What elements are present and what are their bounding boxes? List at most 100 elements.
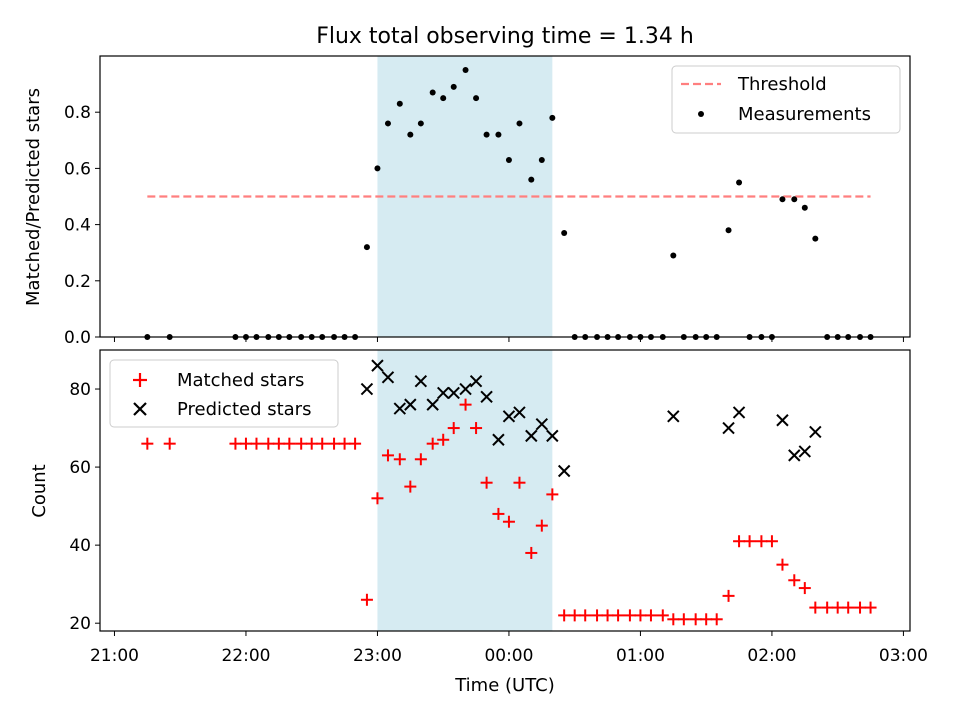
measurement-point: [505, 156, 512, 163]
matched-star-marker: [579, 609, 592, 622]
x-tick-label: 01:00: [616, 646, 665, 666]
matched-star-marker: [414, 453, 427, 466]
predicted-star-marker: [371, 359, 384, 372]
matched-star-marker: [381, 449, 394, 462]
top-y-tick-label: 0.4: [64, 216, 91, 236]
predicted-star-marker: [722, 421, 735, 435]
top-legend-box: [671, 65, 901, 134]
predicted-star-marker: [459, 382, 472, 396]
measurement-point: [725, 227, 732, 234]
predicted-star-marker: [502, 410, 516, 423]
matched-star-marker: [809, 601, 822, 614]
matched-star-marker: [470, 422, 483, 435]
matched-star-marker: [371, 492, 384, 505]
x-tick-label: 03:00: [879, 646, 928, 666]
matched-star-marker: [656, 609, 669, 622]
matched-star-marker: [426, 437, 439, 450]
matched-star-marker: [262, 437, 275, 450]
predicted-star-marker: [667, 410, 680, 423]
matched-star-marker: [229, 437, 242, 450]
predicted-star-marker: [546, 429, 559, 443]
matched-star-marker: [743, 535, 756, 548]
matched-star-marker: [513, 476, 526, 489]
top-y-ticks: 0.0 0.2 0.4 0.6 0.8: [64, 103, 100, 348]
measurement-point: [736, 179, 743, 186]
matched-star-marker: [700, 613, 713, 626]
legend-matched-swatch: [133, 373, 147, 387]
matched-star-marker: [831, 601, 844, 614]
bottom-legend: Matched stars Predicted stars: [109, 359, 339, 428]
measurement-point: [779, 196, 786, 203]
matched-star-marker: [338, 437, 351, 450]
x-tick-label: 22:00: [221, 646, 270, 666]
matched-star-marker: [546, 488, 559, 501]
x-tick-label: 21:00: [90, 646, 139, 666]
bottom-shaded-interval-layer: [377, 350, 553, 631]
chart-title: Flux total observing time = 1.34 h: [316, 24, 694, 49]
matched-star-marker: [141, 437, 154, 450]
bottom-y-tick-label: 60: [69, 458, 91, 478]
matched-star-marker: [492, 507, 505, 520]
matched-star-marker: [250, 437, 263, 450]
matched-star-marker: [568, 609, 581, 622]
measurement-point: [384, 120, 391, 127]
matched-star-marker: [272, 437, 285, 450]
legend-measurements-label: Measurements: [738, 104, 871, 125]
matched-star-marker: [689, 613, 702, 626]
predicted-star-marker: [776, 414, 789, 427]
measurement-point: [791, 196, 798, 203]
predicted-star-marker: [426, 398, 439, 411]
matched-star-marker: [798, 582, 811, 595]
matched-star-marker: [163, 437, 176, 450]
legend-threshold-label: Threshold: [737, 74, 827, 95]
measurement-point: [407, 131, 414, 138]
matched-star-marker: [558, 609, 571, 622]
measurement-point: [473, 95, 480, 102]
matched-star-marker: [710, 613, 723, 626]
matched-star-marker: [634, 609, 647, 622]
bottom-y-tick-label: 20: [69, 614, 91, 634]
predicted-star-marker: [469, 375, 483, 388]
top-y-tick-label: 0.0: [64, 328, 91, 348]
measurement-point: [549, 114, 556, 121]
bottom-legend-box: [109, 359, 339, 428]
predicted-star-marker: [381, 371, 395, 384]
measurement-point: [670, 252, 677, 259]
predicted-star-marker: [414, 375, 428, 388]
top-plot-frame: [99, 55, 911, 338]
bottom-y-axis-label: Count: [29, 464, 50, 517]
measurement-point: [812, 235, 819, 242]
predicted-stars-layer: [360, 359, 822, 478]
matched-star-marker: [360, 593, 373, 606]
predicted-star-marker: [535, 417, 549, 431]
matched-star-marker: [502, 515, 515, 528]
measurement-point: [538, 156, 545, 163]
matched-star-marker: [349, 437, 362, 450]
top-y-axis-label: Matched/Predicted stars: [23, 88, 44, 306]
measurement-point: [495, 131, 502, 138]
bottom-panel: 20 40 60 80 21:00 22:00 23:00 00:00 01:00 02:00 0…: [29, 349, 928, 696]
bottom-y-ticks: 20 40 60 80: [69, 380, 100, 634]
measurement-point: [483, 131, 490, 138]
matched-star-marker: [765, 535, 778, 548]
measurement-point: [429, 89, 436, 96]
matched-star-marker: [722, 589, 735, 602]
matched-star-marker: [755, 535, 768, 548]
matched-stars-layer: [141, 398, 877, 626]
matched-star-marker: [776, 558, 789, 571]
matched-star-marker: [842, 601, 855, 614]
top-y-tick-label: 0.6: [64, 159, 91, 179]
top-legend: Threshold Measurements: [671, 65, 901, 134]
predicted-star-marker: [447, 386, 460, 400]
predicted-star-marker: [492, 433, 505, 446]
matched-star-marker: [393, 453, 406, 466]
matched-star-marker: [591, 609, 604, 622]
matched-star-marker: [644, 609, 657, 622]
matched-star-marker: [788, 574, 801, 587]
measurement-point: [396, 100, 403, 107]
matched-star-marker: [733, 535, 746, 548]
predicted-star-marker: [732, 406, 746, 419]
bottom-x-ticks: 21:00 22:00 23:00 00:00 01:00 02:00 03:00: [90, 631, 928, 666]
measurement-point: [801, 204, 808, 211]
observing-interval-shade: [377, 350, 553, 631]
